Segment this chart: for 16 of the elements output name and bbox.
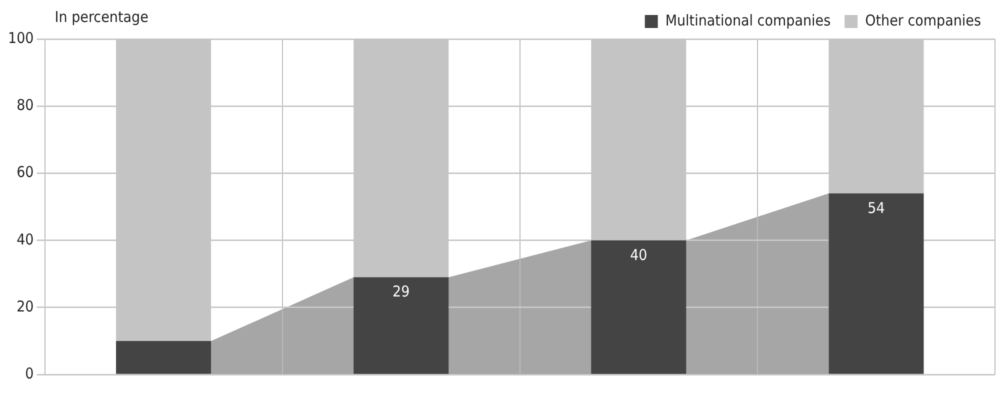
- legend-label: Other companies: [865, 11, 982, 30]
- bar: [591, 240, 686, 374]
- y-tick-label: 40: [16, 230, 34, 248]
- y-axis-title: In percentage: [54, 8, 148, 26]
- y-tick-label: 60: [16, 163, 34, 182]
- legend-label: Multinational companies: [665, 11, 831, 30]
- y-tick-label: 80: [16, 96, 34, 114]
- bar: [828, 193, 924, 374]
- data-label: 40: [630, 246, 648, 264]
- y-tick-label: 100: [8, 28, 34, 47]
- y-tick-label: 0: [25, 364, 34, 382]
- data-label: 29: [392, 282, 410, 301]
- y-tick-label: 20: [16, 297, 34, 316]
- data-label: 54: [868, 198, 885, 217]
- bar: [354, 277, 449, 374]
- bar: [116, 341, 212, 374]
